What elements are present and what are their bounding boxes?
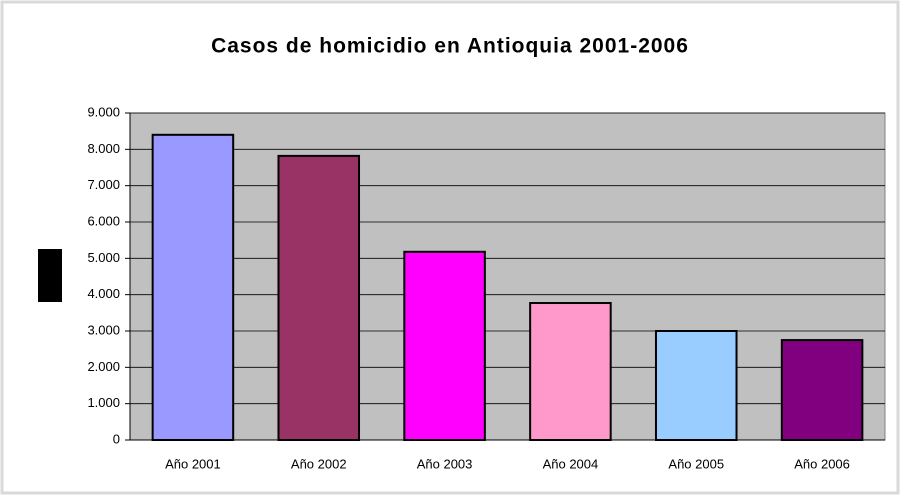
bar — [654, 330, 738, 441]
bar — [403, 250, 486, 441]
y-tick-label: 9.000 — [87, 104, 120, 119]
y-tick-label: 5.000 — [87, 250, 120, 265]
x-tick-label: Año 2005 — [668, 456, 724, 471]
y-tick-label: 2.000 — [87, 359, 120, 374]
x-tick-label: Año 2001 — [165, 456, 221, 471]
x-tick-label: Año 2006 — [794, 456, 850, 471]
bar — [277, 154, 361, 442]
y-tick-label: 4.000 — [87, 286, 120, 301]
x-tick-label: Año 2004 — [543, 456, 599, 471]
y-tick-label: 3.000 — [87, 322, 120, 337]
bar — [529, 302, 612, 442]
plot-area — [129, 112, 886, 441]
chart-title: Casos de homicidio en Antioquia 2001-200… — [211, 35, 689, 58]
bar — [780, 339, 864, 442]
y-tick-label: 0 — [113, 431, 120, 446]
y-tick-label: 8.000 — [87, 141, 120, 156]
x-tick-label: Año 2003 — [417, 456, 473, 471]
y-tick-label: 1.000 — [87, 395, 120, 410]
x-tick-label: Año 2002 — [291, 456, 347, 471]
bar — [151, 133, 235, 442]
redacted-axis-label — [38, 249, 62, 302]
y-tick-label: 6.000 — [87, 213, 120, 228]
y-tick-label: 7.000 — [87, 177, 120, 192]
